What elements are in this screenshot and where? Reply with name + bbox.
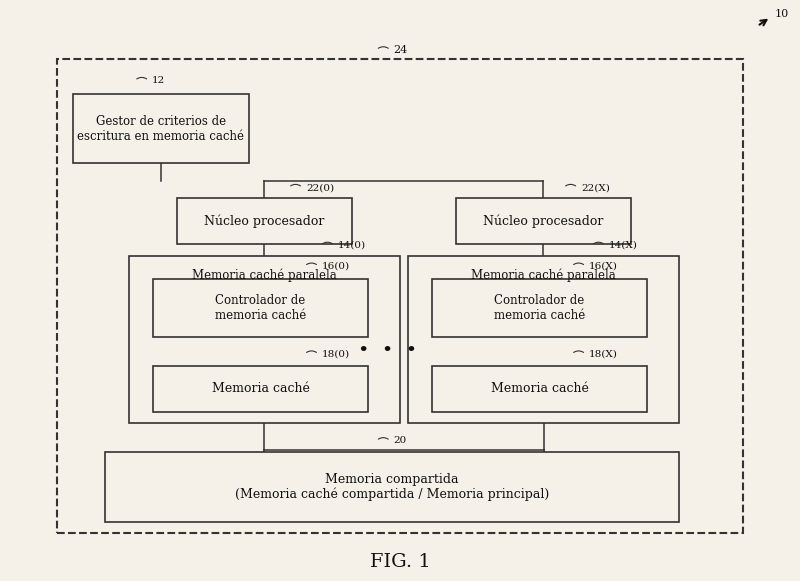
FancyBboxPatch shape (129, 256, 400, 424)
Text: 12: 12 (152, 76, 166, 85)
FancyBboxPatch shape (408, 256, 679, 424)
Text: 18(X): 18(X) (589, 350, 618, 358)
FancyBboxPatch shape (57, 59, 743, 533)
Text: 24: 24 (394, 45, 408, 55)
Text: 16(X): 16(X) (589, 261, 618, 271)
Text: 14(0): 14(0) (338, 241, 366, 250)
Text: Memoria caché paralela: Memoria caché paralela (471, 268, 616, 282)
Text: FIG. 1: FIG. 1 (370, 553, 430, 571)
FancyBboxPatch shape (177, 198, 352, 244)
FancyBboxPatch shape (432, 279, 647, 337)
FancyBboxPatch shape (456, 198, 631, 244)
Text: Núcleo procesador: Núcleo procesador (204, 214, 325, 228)
Text: Memoria caché: Memoria caché (211, 382, 310, 395)
Text: Controlador de
memoria caché: Controlador de memoria caché (494, 294, 585, 322)
Text: 16(0): 16(0) (322, 261, 350, 271)
Text: 10: 10 (774, 9, 789, 19)
Text: •  •  •: • • • (358, 342, 418, 360)
Text: 22(X): 22(X) (581, 183, 610, 192)
Text: Memoria caché: Memoria caché (490, 382, 589, 395)
Text: Memoria caché paralela: Memoria caché paralela (192, 268, 337, 282)
Text: Núcleo procesador: Núcleo procesador (483, 214, 604, 228)
Text: 14(X): 14(X) (609, 241, 638, 250)
FancyBboxPatch shape (153, 279, 368, 337)
Text: 20: 20 (394, 436, 407, 446)
Text: Memoria compartida
(Memoria caché compartida / Memoria principal): Memoria compartida (Memoria caché compar… (235, 473, 549, 501)
FancyBboxPatch shape (73, 94, 249, 163)
FancyBboxPatch shape (105, 453, 679, 522)
FancyBboxPatch shape (153, 365, 368, 412)
Text: Gestor de criterios de
escritura en memoria caché: Gestor de criterios de escritura en memo… (78, 114, 244, 142)
Text: 18(0): 18(0) (322, 350, 350, 358)
FancyBboxPatch shape (432, 365, 647, 412)
Text: Controlador de
memoria caché: Controlador de memoria caché (215, 294, 306, 322)
Text: 22(0): 22(0) (306, 183, 334, 192)
